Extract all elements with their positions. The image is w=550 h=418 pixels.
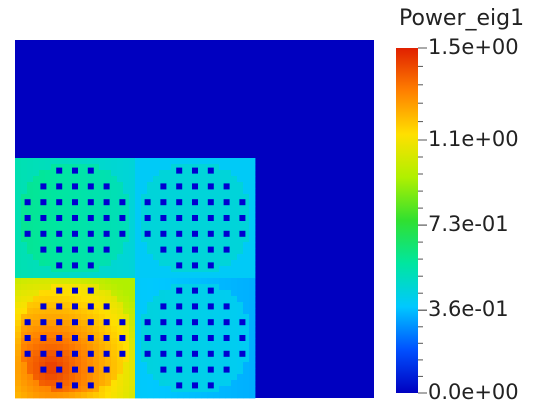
core-region	[15, 158, 256, 399]
assembly-bottom-left	[15, 278, 136, 399]
pin-lattice	[24, 167, 126, 269]
colorbar-gradient	[396, 48, 418, 393]
pin-lattice	[144, 287, 246, 389]
assembly-top-left	[15, 158, 136, 279]
colorbar-label: 1.5e+00	[428, 35, 519, 59]
assembly-top-right	[135, 158, 256, 279]
colorbar-label: 0.0e+00	[428, 380, 519, 404]
colorbar-label: 3.6e-01	[428, 297, 509, 322]
legend-title: Power_eig1	[399, 6, 525, 31]
pin-lattice	[144, 167, 246, 269]
assembly-bottom-right	[135, 278, 256, 399]
colorbar	[396, 47, 427, 394]
colorbar-label: 7.3e-01	[428, 212, 509, 237]
pin-lattice	[24, 287, 126, 389]
colorbar-label: 1.1e+00	[428, 127, 519, 151]
